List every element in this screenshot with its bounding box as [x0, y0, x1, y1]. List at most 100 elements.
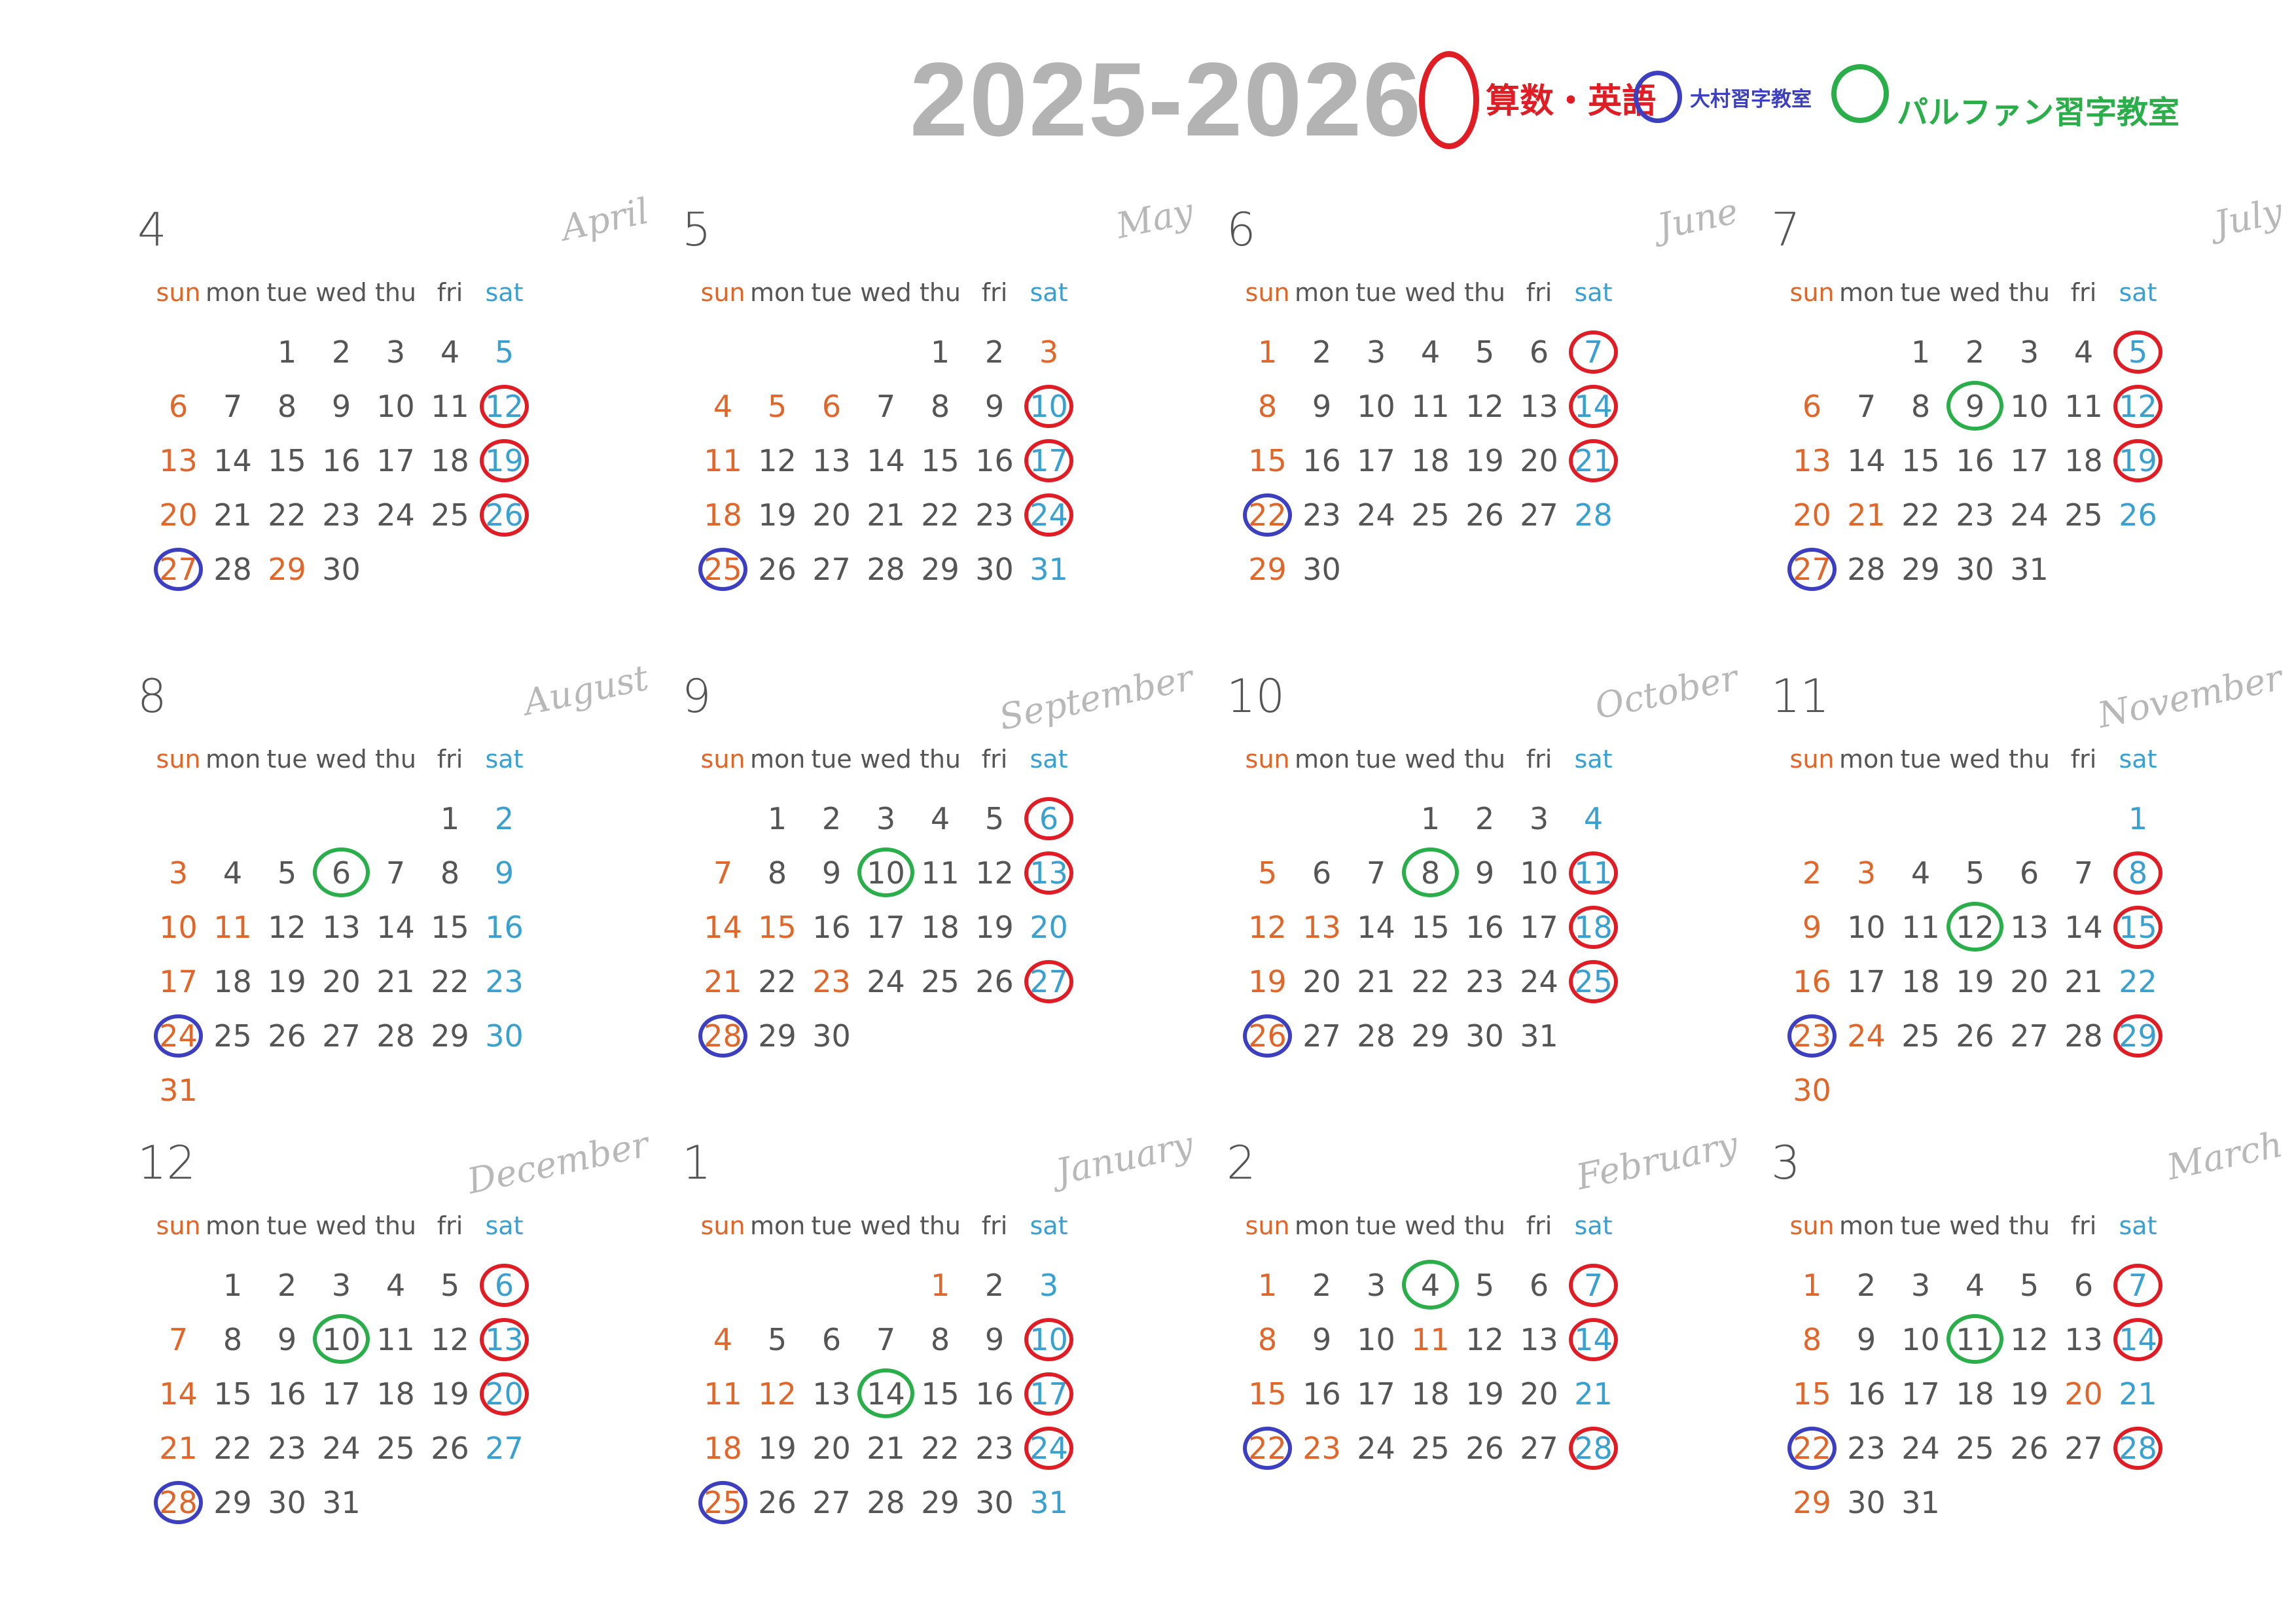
calendar-day[interactable]: 23 [1956, 497, 1994, 533]
calendar-day[interactable]: 2 [331, 334, 351, 370]
calendar-day[interactable]: 2 [821, 801, 842, 836]
calendar-day[interactable]: 5 [767, 389, 787, 424]
calendar-day[interactable]: 23 [1302, 1431, 1341, 1466]
calendar-day[interactable]: 14 [159, 1376, 198, 1412]
calendar-day[interactable]: 6 [1022, 796, 1076, 842]
calendar-day[interactable]: 23 [1785, 1013, 1839, 1059]
calendar-day[interactable]: 15 [1248, 1376, 1287, 1412]
calendar-day[interactable]: 29 [268, 552, 306, 587]
calendar-day[interactable]: 15 [2111, 904, 2165, 950]
calendar-day[interactable]: 9 [984, 1322, 1005, 1357]
calendar-day[interactable]: 18 [1411, 443, 1450, 478]
calendar-day[interactable]: 12 [758, 443, 797, 478]
calendar-day[interactable]: 14 [213, 443, 252, 478]
calendar-day[interactable]: 11 [921, 855, 960, 891]
calendar-day[interactable]: 1 [1257, 334, 1278, 370]
calendar-day[interactable]: 24 [2010, 497, 2049, 533]
calendar-day[interactable]: 21 [867, 1431, 905, 1466]
calendar-day[interactable]: 14 [857, 1368, 914, 1418]
calendar-day[interactable]: 1 [930, 334, 950, 370]
calendar-day[interactable]: 25 [1411, 1431, 1450, 1466]
calendar-day[interactable]: 23 [1302, 497, 1341, 533]
calendar-day[interactable]: 26 [431, 1431, 469, 1466]
calendar-day[interactable]: 29 [431, 1018, 469, 1054]
calendar-day[interactable]: 5 [1257, 855, 1278, 891]
calendar-day[interactable]: 1 [767, 801, 787, 836]
calendar-day[interactable]: 9 [1856, 1322, 1876, 1357]
calendar-day[interactable]: 23 [1465, 964, 1504, 999]
calendar-day[interactable]: 13 [2064, 1322, 2103, 1357]
calendar-day[interactable]: 20 [2010, 964, 2049, 999]
calendar-day[interactable]: 12 [975, 855, 1014, 891]
calendar-day[interactable]: 24 [322, 1431, 361, 1466]
calendar-day[interactable]: 3 [1910, 1268, 1931, 1303]
calendar-day[interactable]: 28 [2064, 1018, 2103, 1054]
calendar-day[interactable]: 5 [1965, 855, 1985, 891]
calendar-day[interactable]: 2 [1802, 855, 1822, 891]
calendar-day[interactable]: 11 [704, 1376, 742, 1412]
calendar-day[interactable]: 6 [1802, 389, 1822, 424]
calendar-day[interactable]: 19 [268, 964, 306, 999]
calendar-day[interactable]: 17 [376, 443, 415, 478]
calendar-day[interactable]: 18 [704, 1431, 742, 1466]
calendar-day[interactable]: 21 [213, 497, 252, 533]
calendar-day[interactable]: 12 [1248, 910, 1287, 945]
calendar-day[interactable]: 8 [1257, 389, 1278, 424]
calendar-day[interactable]: 5 [1475, 1268, 1495, 1303]
calendar-day[interactable]: 6 [821, 1322, 842, 1357]
calendar-day[interactable]: 22 [921, 1431, 960, 1466]
calendar-day[interactable]: 30 [322, 552, 361, 587]
calendar-day[interactable]: 11 [1411, 1322, 1450, 1357]
calendar-day[interactable]: 4 [713, 389, 733, 424]
calendar-day[interactable]: 16 [268, 1376, 306, 1412]
calendar-day[interactable]: 2 [494, 801, 514, 836]
calendar-day[interactable]: 24 [1357, 497, 1395, 533]
calendar-day[interactable]: 17 [867, 910, 905, 945]
calendar-day[interactable]: 7 [223, 389, 243, 424]
calendar-day[interactable]: 8 [1802, 1322, 1822, 1357]
calendar-day[interactable]: 5 [767, 1322, 787, 1357]
calendar-day[interactable]: 19 [2111, 438, 2165, 484]
calendar-day[interactable]: 14 [1357, 910, 1395, 945]
calendar-day[interactable]: 25 [431, 497, 469, 533]
calendar-day[interactable]: 5 [494, 334, 514, 370]
calendar-day[interactable]: 28 [1566, 1425, 1621, 1471]
calendar-day[interactable]: 18 [2064, 443, 2103, 478]
calendar-day[interactable]: 10 [376, 389, 415, 424]
calendar-day[interactable]: 3 [876, 801, 896, 836]
calendar-day[interactable]: 17 [1357, 443, 1395, 478]
calendar-day[interactable]: 4 [386, 1268, 406, 1303]
calendar-day[interactable]: 28 [151, 1480, 206, 1525]
calendar-day[interactable]: 4 [713, 1322, 733, 1357]
calendar-day[interactable]: 28 [1574, 497, 1613, 533]
calendar-day[interactable]: 22 [1901, 497, 1940, 533]
calendar-day[interactable]: 25 [696, 546, 750, 592]
calendar-day[interactable]: 6 [1312, 855, 1332, 891]
calendar-day[interactable]: 19 [1465, 443, 1504, 478]
calendar-day[interactable]: 11 [213, 910, 252, 945]
calendar-day[interactable]: 20 [2064, 1376, 2103, 1412]
calendar-day[interactable]: 6 [1529, 334, 1549, 370]
calendar-day[interactable]: 23 [268, 1431, 306, 1466]
calendar-day[interactable]: 22 [1411, 964, 1450, 999]
calendar-day[interactable]: 24 [1901, 1431, 1940, 1466]
calendar-day[interactable]: 9 [984, 389, 1005, 424]
calendar-day[interactable]: 21 [1574, 1376, 1613, 1412]
calendar-day[interactable]: 26 [1956, 1018, 1994, 1054]
calendar-day[interactable]: 27 [1302, 1018, 1341, 1054]
calendar-day[interactable]: 28 [867, 1485, 905, 1520]
calendar-day[interactable]: 7 [1566, 329, 1621, 375]
calendar-day[interactable]: 19 [1465, 1376, 1504, 1412]
calendar-day[interactable]: 29 [1248, 552, 1287, 587]
calendar-day[interactable]: 27 [2064, 1431, 2103, 1466]
calendar-day[interactable]: 8 [767, 855, 787, 891]
calendar-day[interactable]: 4 [440, 334, 460, 370]
calendar-day[interactable]: 5 [2019, 1268, 2039, 1303]
calendar-day[interactable]: 20 [1793, 497, 1831, 533]
calendar-day[interactable]: 17 [1901, 1376, 1940, 1412]
calendar-day[interactable]: 3 [2019, 334, 2039, 370]
calendar-day[interactable]: 5 [1475, 334, 1495, 370]
calendar-day[interactable]: 13 [812, 443, 851, 478]
calendar-day[interactable]: 18 [431, 443, 469, 478]
calendar-day[interactable]: 21 [159, 1431, 198, 1466]
